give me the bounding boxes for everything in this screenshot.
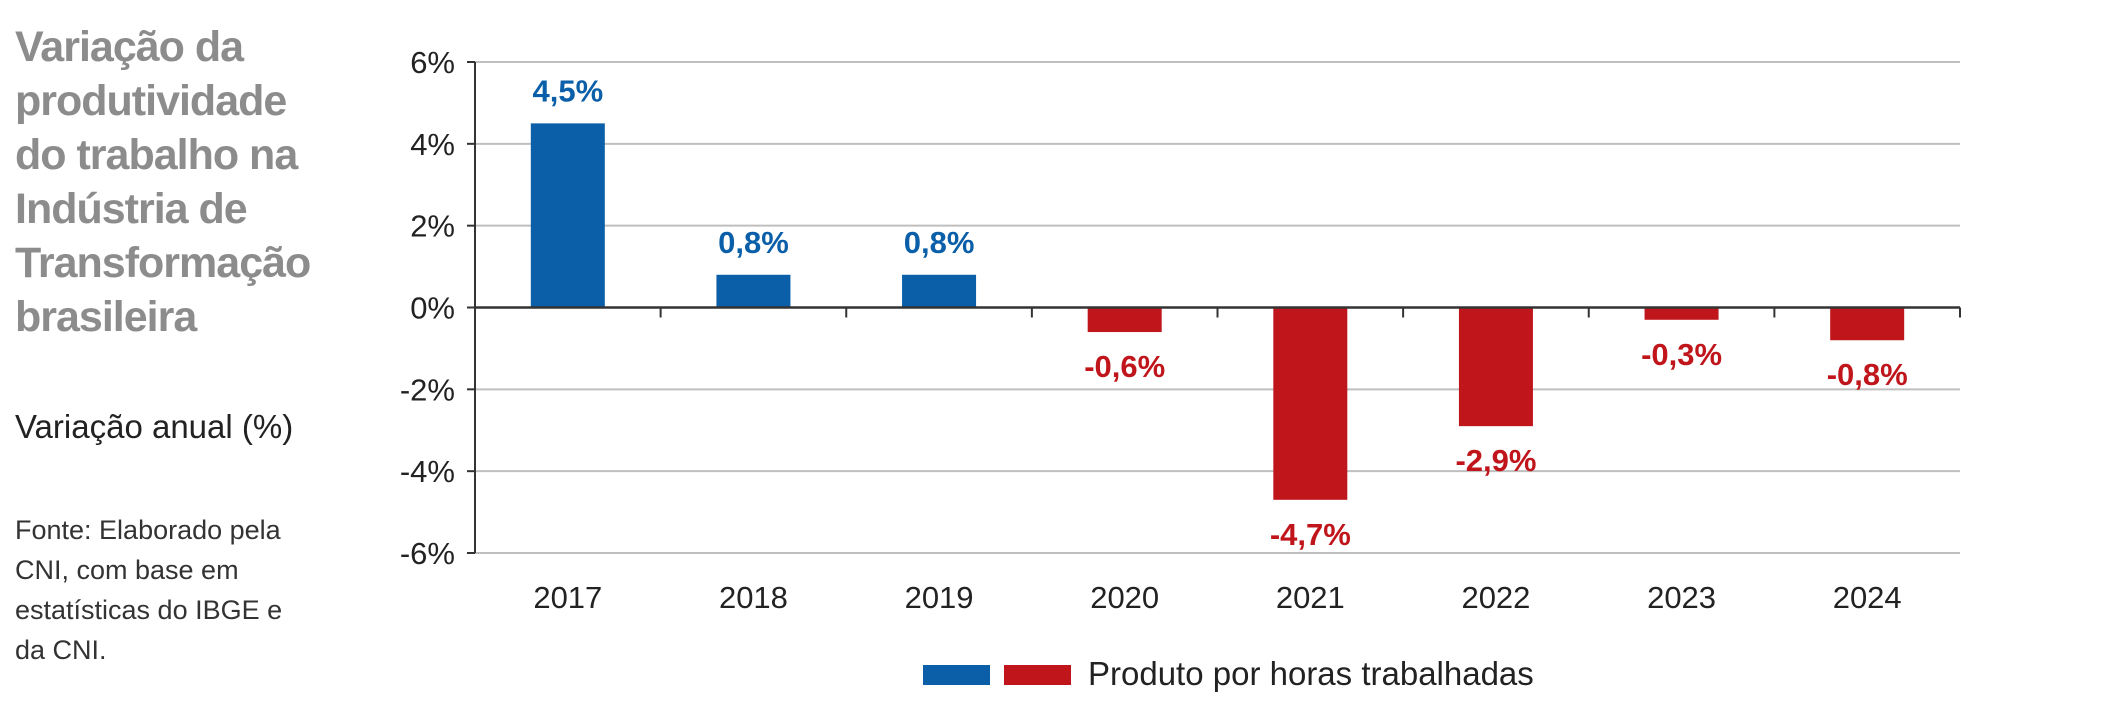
x-tick-label: 2024 [1833,580,1902,615]
bar-2019 [902,274,977,308]
y-tick-label: -6% [400,536,455,571]
bar-2023 [1644,307,1719,320]
y-tick-label: 0% [410,291,455,326]
data-labels: 4,5% 0,8% 0,8% -0,6% -4,7% -2,9% -0,3% -0,8% [532,73,1907,551]
legend: Produto por horas trabalhadas [923,655,1534,692]
x-tick-label: 2020 [1090,580,1159,615]
bar-2017 [530,123,605,308]
source-note: Fonte: Elaborado pela CNI, com base em e… [15,515,283,665]
bar-2024 [1830,307,1905,341]
legend-label: Produto por horas trabalhadas [1088,655,1534,692]
bar-2021 [1273,307,1348,500]
x-tick-label: 2019 [905,580,974,615]
data-label: 0,8% [904,225,975,260]
chart-subtitle: Variação anual (%) [15,408,294,445]
y-tick-labels: 6% 4% 2% 0% -2% -4% -6% [400,45,455,571]
bar-2020 [1087,307,1162,333]
chart-title: Variação da produtividade do trabalho na… [15,23,311,341]
data-label: -2,9% [1455,443,1536,478]
data-label: 0,8% [718,225,789,260]
data-label: -0,3% [1641,337,1722,372]
x-tick-label: 2023 [1647,580,1716,615]
x-tick-label: 2021 [1276,580,1345,615]
axes [467,61,1961,554]
x-tick-label: 2022 [1461,580,1530,615]
bar-2018 [716,274,791,308]
x-tick-label: 2018 [719,580,788,615]
x-tick-label: 2017 [533,580,602,615]
title-block: Variação da produtividade do trabalho na… [15,20,315,344]
legend-swatch-positive [923,665,990,685]
data-label: -0,6% [1084,349,1165,384]
x-tick-labels: 2017 2018 2019 2020 2021 2022 2023 2024 [533,580,1901,615]
bars [530,123,1905,500]
y-tick-label: 4% [410,127,455,162]
y-tick-label: -2% [400,372,455,407]
data-label: -4,7% [1270,517,1351,552]
y-tick-label: -4% [400,454,455,489]
y-tick-label: 2% [410,209,455,244]
data-label: -0,8% [1827,357,1908,392]
bar-2022 [1458,307,1533,427]
data-label: 4,5% [532,73,603,108]
legend-swatch-negative [1004,665,1071,685]
gridlines [475,61,1960,554]
y-tick-label: 6% [410,45,455,80]
